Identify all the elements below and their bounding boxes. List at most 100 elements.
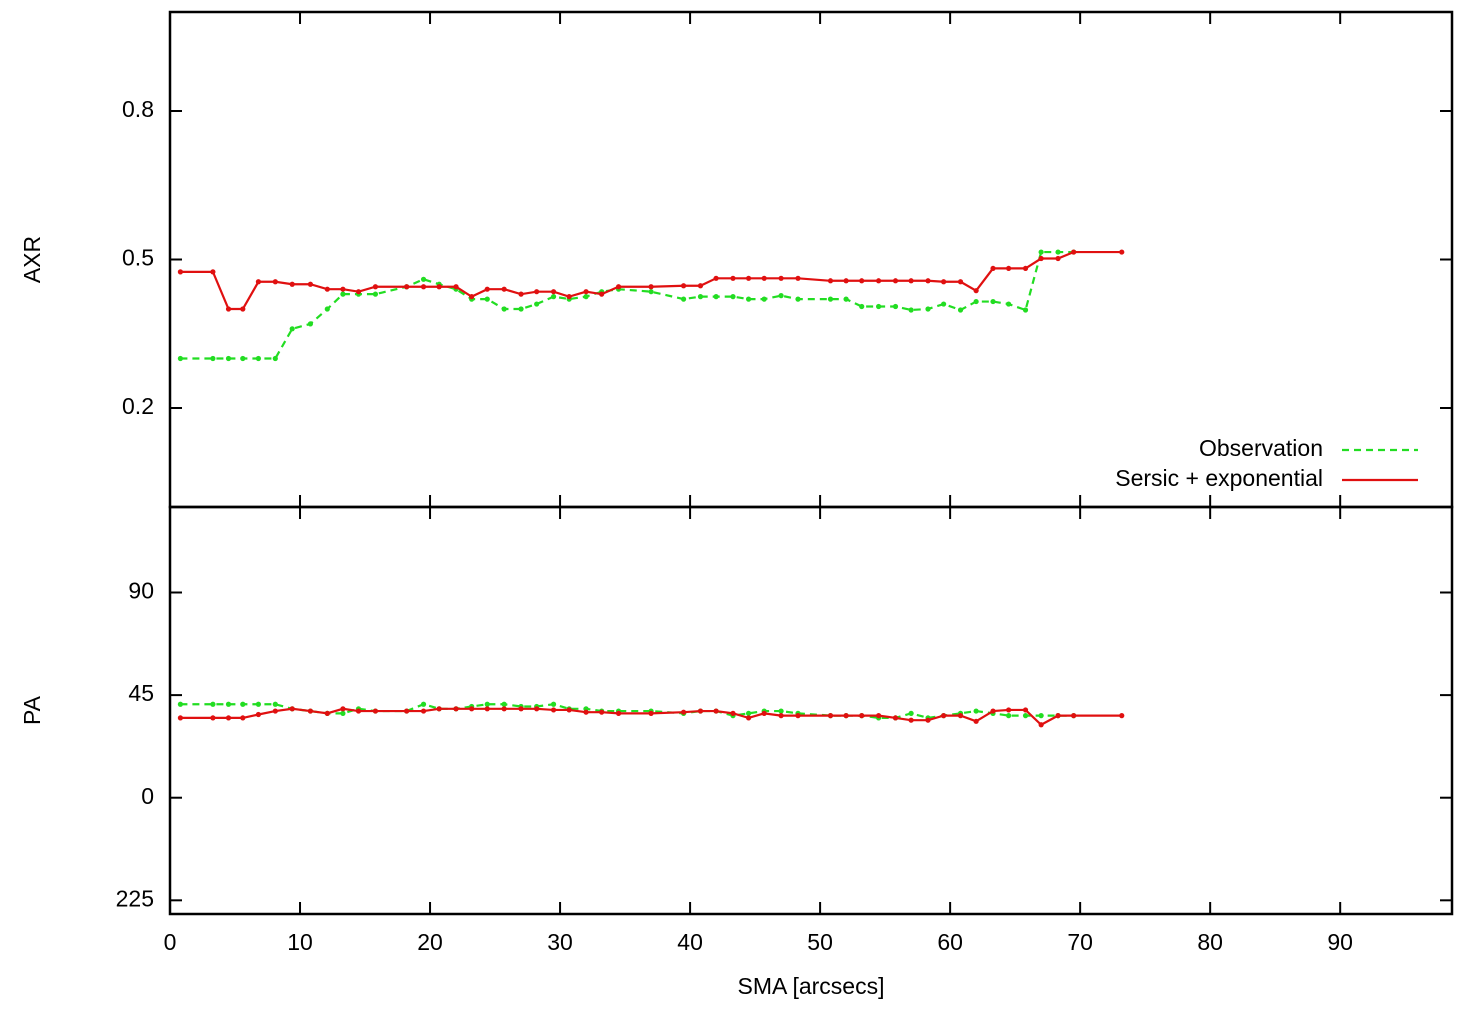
point	[225, 715, 232, 721]
point	[745, 275, 752, 281]
point	[680, 709, 687, 715]
y-axis-label: AXR	[19, 236, 45, 283]
point	[177, 715, 184, 721]
point	[240, 306, 246, 312]
point	[566, 707, 572, 713]
point	[484, 706, 490, 712]
point	[566, 294, 572, 300]
point	[518, 306, 524, 312]
point	[745, 296, 752, 302]
point	[1071, 249, 1077, 255]
point	[615, 284, 622, 290]
point	[925, 717, 931, 723]
point	[583, 294, 589, 300]
point	[436, 284, 442, 290]
point	[745, 710, 752, 716]
point	[420, 284, 427, 290]
point	[484, 701, 490, 707]
x-tick-label: 40	[677, 929, 703, 955]
x-tick-label: 30	[547, 929, 573, 955]
series-line	[180, 250, 1074, 360]
point	[255, 355, 262, 362]
point	[648, 284, 654, 290]
point	[680, 283, 687, 289]
point	[534, 301, 540, 307]
point	[307, 281, 314, 287]
y-tick-label: 90	[128, 578, 154, 604]
point	[761, 275, 767, 281]
point	[892, 715, 899, 721]
point	[453, 284, 459, 290]
point	[973, 708, 979, 714]
point	[372, 284, 379, 290]
point	[177, 269, 184, 275]
point	[210, 269, 216, 275]
point	[1022, 307, 1029, 313]
point	[289, 281, 295, 287]
point	[501, 701, 507, 707]
point	[1006, 301, 1012, 307]
plot-frame	[168, 10, 1454, 509]
x-tick-label: 0	[164, 929, 177, 955]
point	[1006, 713, 1012, 719]
series-line	[180, 707, 1122, 727]
point	[957, 279, 964, 285]
point	[941, 279, 947, 285]
point	[420, 276, 427, 282]
point	[778, 713, 784, 719]
point	[713, 275, 719, 281]
point	[1038, 249, 1044, 255]
point	[713, 294, 719, 300]
point	[843, 713, 849, 719]
point	[240, 701, 246, 707]
point	[876, 303, 882, 310]
point	[908, 717, 914, 723]
point	[469, 706, 475, 712]
point	[372, 708, 379, 714]
point	[272, 355, 278, 362]
point	[289, 326, 295, 332]
point	[340, 710, 346, 716]
point	[583, 709, 589, 715]
point	[501, 706, 507, 712]
point	[550, 701, 557, 707]
point	[225, 355, 232, 362]
point	[307, 708, 314, 714]
point	[713, 708, 719, 714]
point	[1022, 713, 1029, 719]
point	[876, 278, 882, 284]
point	[324, 306, 330, 312]
point	[599, 291, 605, 297]
point	[340, 291, 346, 297]
point	[225, 701, 232, 707]
point	[484, 296, 490, 302]
y-tick-label: 0.8	[122, 96, 154, 122]
point	[730, 294, 736, 300]
point	[908, 307, 914, 313]
point	[324, 286, 330, 292]
point	[1071, 713, 1077, 719]
point	[355, 708, 362, 714]
point	[941, 713, 947, 719]
point	[484, 286, 490, 292]
y-tick-label: 0	[141, 783, 154, 809]
point	[1022, 707, 1029, 713]
legend-label: Sersic + exponential	[1115, 465, 1323, 491]
point	[876, 713, 882, 719]
point	[420, 708, 427, 714]
point	[778, 293, 784, 299]
point	[908, 710, 914, 716]
point	[795, 275, 801, 281]
point	[973, 718, 979, 724]
point	[648, 289, 654, 295]
point	[1006, 265, 1012, 272]
point	[501, 286, 507, 292]
x-tick-label: 20	[417, 929, 443, 955]
point	[859, 303, 865, 310]
point	[550, 707, 557, 713]
point	[404, 708, 410, 714]
point	[859, 278, 865, 284]
point	[827, 278, 834, 284]
point	[957, 307, 964, 313]
